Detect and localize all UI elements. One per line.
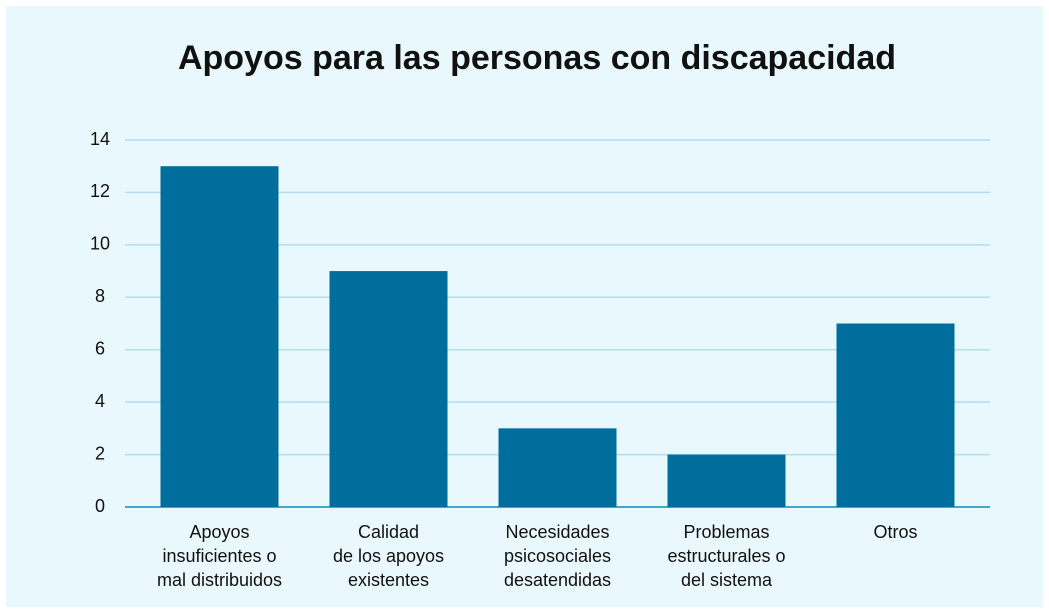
y-tick-label: 10 — [90, 234, 110, 254]
bar — [498, 428, 617, 507]
y-tick-label: 2 — [95, 443, 105, 463]
x-tick-label: Otros — [873, 522, 918, 542]
y-tick-label: 8 — [95, 286, 105, 306]
x-tick-label: Problemas estructurales o del sistema — [667, 522, 786, 590]
bar — [667, 454, 786, 507]
bar — [836, 323, 955, 507]
y-tick-label: 12 — [90, 181, 110, 201]
y-tick-label: 0 — [95, 496, 105, 516]
bar — [329, 271, 448, 507]
bar — [160, 166, 279, 507]
x-tick-label: Apoyos insuficientes o mal distribuidos — [156, 522, 283, 590]
y-tick-label: 4 — [95, 391, 105, 411]
y-tick-label: 6 — [95, 338, 105, 358]
x-tick-label: Necesidades psicosociales desatendidas — [503, 522, 612, 590]
x-tick-label: Calidad de los apoyos existentes — [332, 522, 445, 590]
chart-title: Apoyos para las personas con discapacida… — [178, 39, 896, 77]
y-tick-label: 14 — [90, 129, 110, 149]
